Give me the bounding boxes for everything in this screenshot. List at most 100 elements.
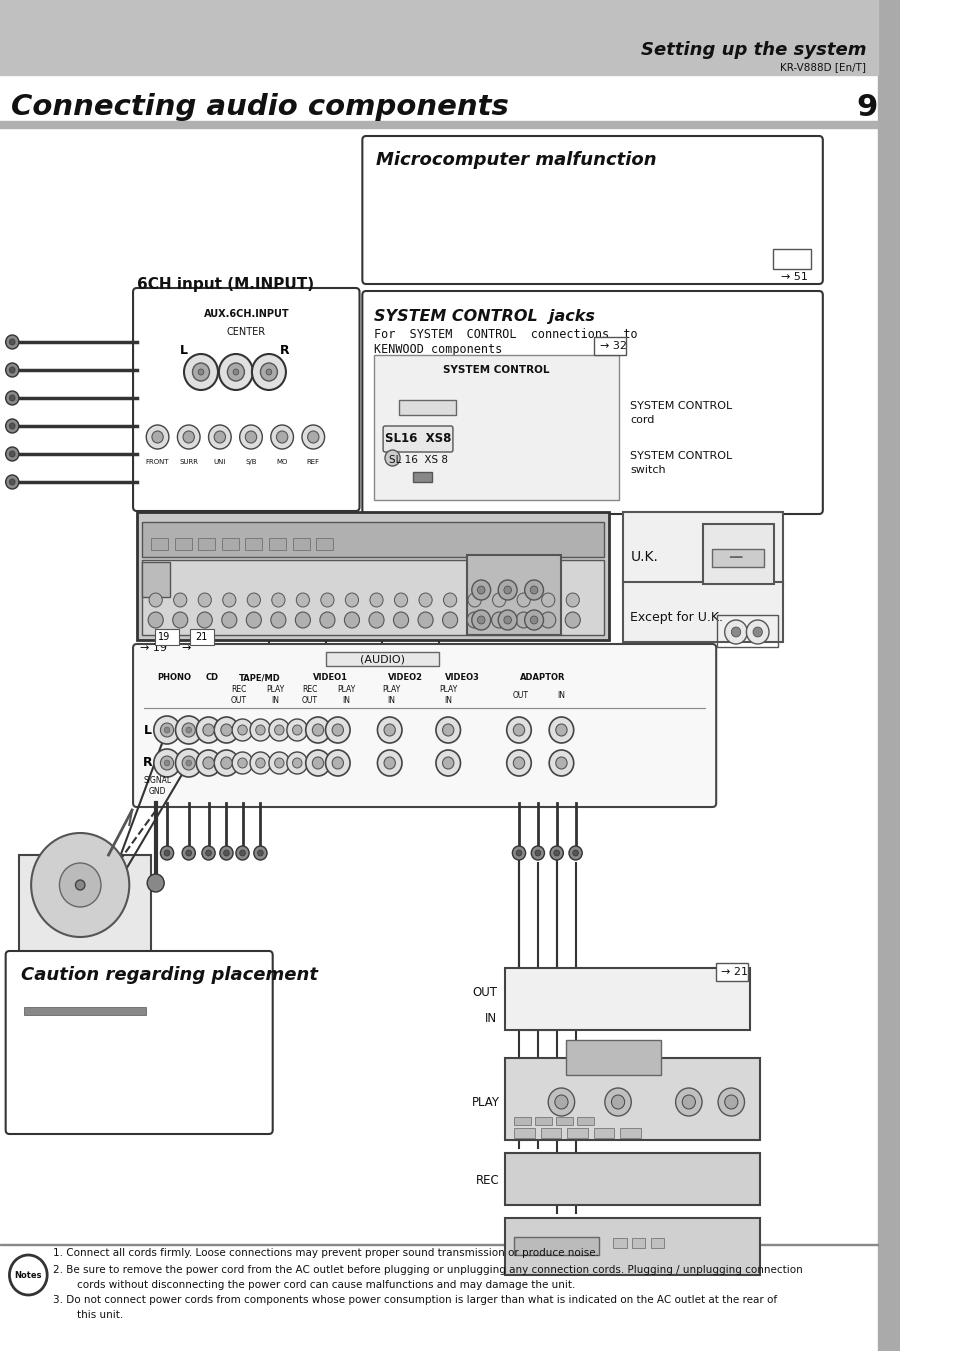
Circle shape <box>214 431 225 443</box>
Text: ━━: ━━ <box>728 553 742 563</box>
Circle shape <box>524 580 543 600</box>
Circle shape <box>320 593 334 607</box>
Circle shape <box>232 753 253 774</box>
Text: ADAPTOR: ADAPTOR <box>519 674 565 682</box>
Circle shape <box>223 850 229 857</box>
Bar <box>556 1117 572 1125</box>
Bar <box>566 1128 587 1138</box>
Circle shape <box>147 874 164 892</box>
Circle shape <box>524 611 543 630</box>
Text: REC
OUT: REC OUT <box>301 685 317 705</box>
Circle shape <box>555 1096 567 1109</box>
Circle shape <box>293 725 302 735</box>
Bar <box>325 653 438 666</box>
Bar <box>504 1058 759 1140</box>
Circle shape <box>442 612 457 628</box>
Circle shape <box>516 850 521 857</box>
Circle shape <box>202 846 215 861</box>
Circle shape <box>10 480 15 485</box>
Text: FRONT: FRONT <box>146 459 170 465</box>
Circle shape <box>541 593 555 607</box>
Bar <box>293 538 309 550</box>
Bar <box>0 122 877 128</box>
Text: SURR: SURR <box>179 459 198 465</box>
Circle shape <box>503 616 511 624</box>
Circle shape <box>724 620 746 644</box>
Bar <box>141 562 170 597</box>
Circle shape <box>491 612 506 628</box>
Text: REF: REF <box>307 459 319 465</box>
Bar <box>504 1219 759 1275</box>
Bar <box>374 355 618 500</box>
Bar <box>504 1152 759 1205</box>
Circle shape <box>271 426 294 449</box>
Circle shape <box>255 758 265 767</box>
Circle shape <box>325 750 350 775</box>
Text: → 32: → 32 <box>599 340 626 351</box>
Circle shape <box>233 369 238 376</box>
Circle shape <box>295 612 310 628</box>
Circle shape <box>305 750 330 775</box>
Text: R: R <box>143 757 152 770</box>
Text: For  SYSTEM  CONTROL  connections  to: For SYSTEM CONTROL connections to <box>374 328 637 342</box>
Bar <box>141 521 603 557</box>
Circle shape <box>148 612 163 628</box>
Circle shape <box>220 724 232 736</box>
Text: PLAY
IN: PLAY IN <box>382 685 400 705</box>
Circle shape <box>442 757 454 769</box>
Text: VIDEO1: VIDEO1 <box>313 674 348 682</box>
Circle shape <box>250 719 271 740</box>
Circle shape <box>184 354 217 390</box>
Text: R: R <box>280 343 290 357</box>
Circle shape <box>572 850 578 857</box>
Circle shape <box>6 390 19 405</box>
Circle shape <box>564 612 579 628</box>
Text: PLAY
IN: PLAY IN <box>336 685 355 705</box>
Circle shape <box>173 593 187 607</box>
Text: SYSTEM CONTROL: SYSTEM CONTROL <box>442 365 549 376</box>
Text: PHONO: PHONO <box>157 674 192 682</box>
FancyBboxPatch shape <box>190 630 214 644</box>
Circle shape <box>260 363 277 381</box>
Bar <box>514 1117 531 1125</box>
Circle shape <box>164 761 170 766</box>
Circle shape <box>214 717 238 743</box>
Circle shape <box>75 880 85 890</box>
Circle shape <box>724 1096 737 1109</box>
Circle shape <box>512 846 525 861</box>
Text: SL16  XS8: SL16 XS8 <box>384 432 451 446</box>
Bar <box>413 471 432 482</box>
Bar <box>717 615 778 647</box>
Circle shape <box>513 724 524 736</box>
Bar <box>712 549 763 567</box>
Bar <box>24 1006 146 1015</box>
Circle shape <box>418 593 432 607</box>
Circle shape <box>255 725 265 735</box>
Circle shape <box>530 586 537 594</box>
Circle shape <box>218 354 253 390</box>
Text: S/B: S/B <box>245 459 256 465</box>
FancyBboxPatch shape <box>383 426 453 453</box>
Circle shape <box>312 757 323 769</box>
Circle shape <box>245 431 256 443</box>
Circle shape <box>516 612 531 628</box>
Circle shape <box>497 580 517 600</box>
Circle shape <box>540 612 556 628</box>
Circle shape <box>160 723 173 738</box>
Text: TAPE/MD: TAPE/MD <box>238 674 280 682</box>
Circle shape <box>257 850 263 857</box>
Bar <box>245 538 262 550</box>
Circle shape <box>10 339 15 345</box>
Circle shape <box>10 451 15 457</box>
Text: REC
OUT: REC OUT <box>231 685 247 705</box>
Text: KENWOOD components: KENWOOD components <box>374 343 501 357</box>
Text: UNI: UNI <box>213 459 226 465</box>
Circle shape <box>467 612 481 628</box>
Text: SYSTEM CONTROL
switch: SYSTEM CONTROL switch <box>630 451 732 476</box>
Circle shape <box>149 593 162 607</box>
Circle shape <box>6 363 19 377</box>
Circle shape <box>556 757 566 769</box>
Circle shape <box>384 757 395 769</box>
Circle shape <box>172 612 188 628</box>
Circle shape <box>237 725 247 735</box>
